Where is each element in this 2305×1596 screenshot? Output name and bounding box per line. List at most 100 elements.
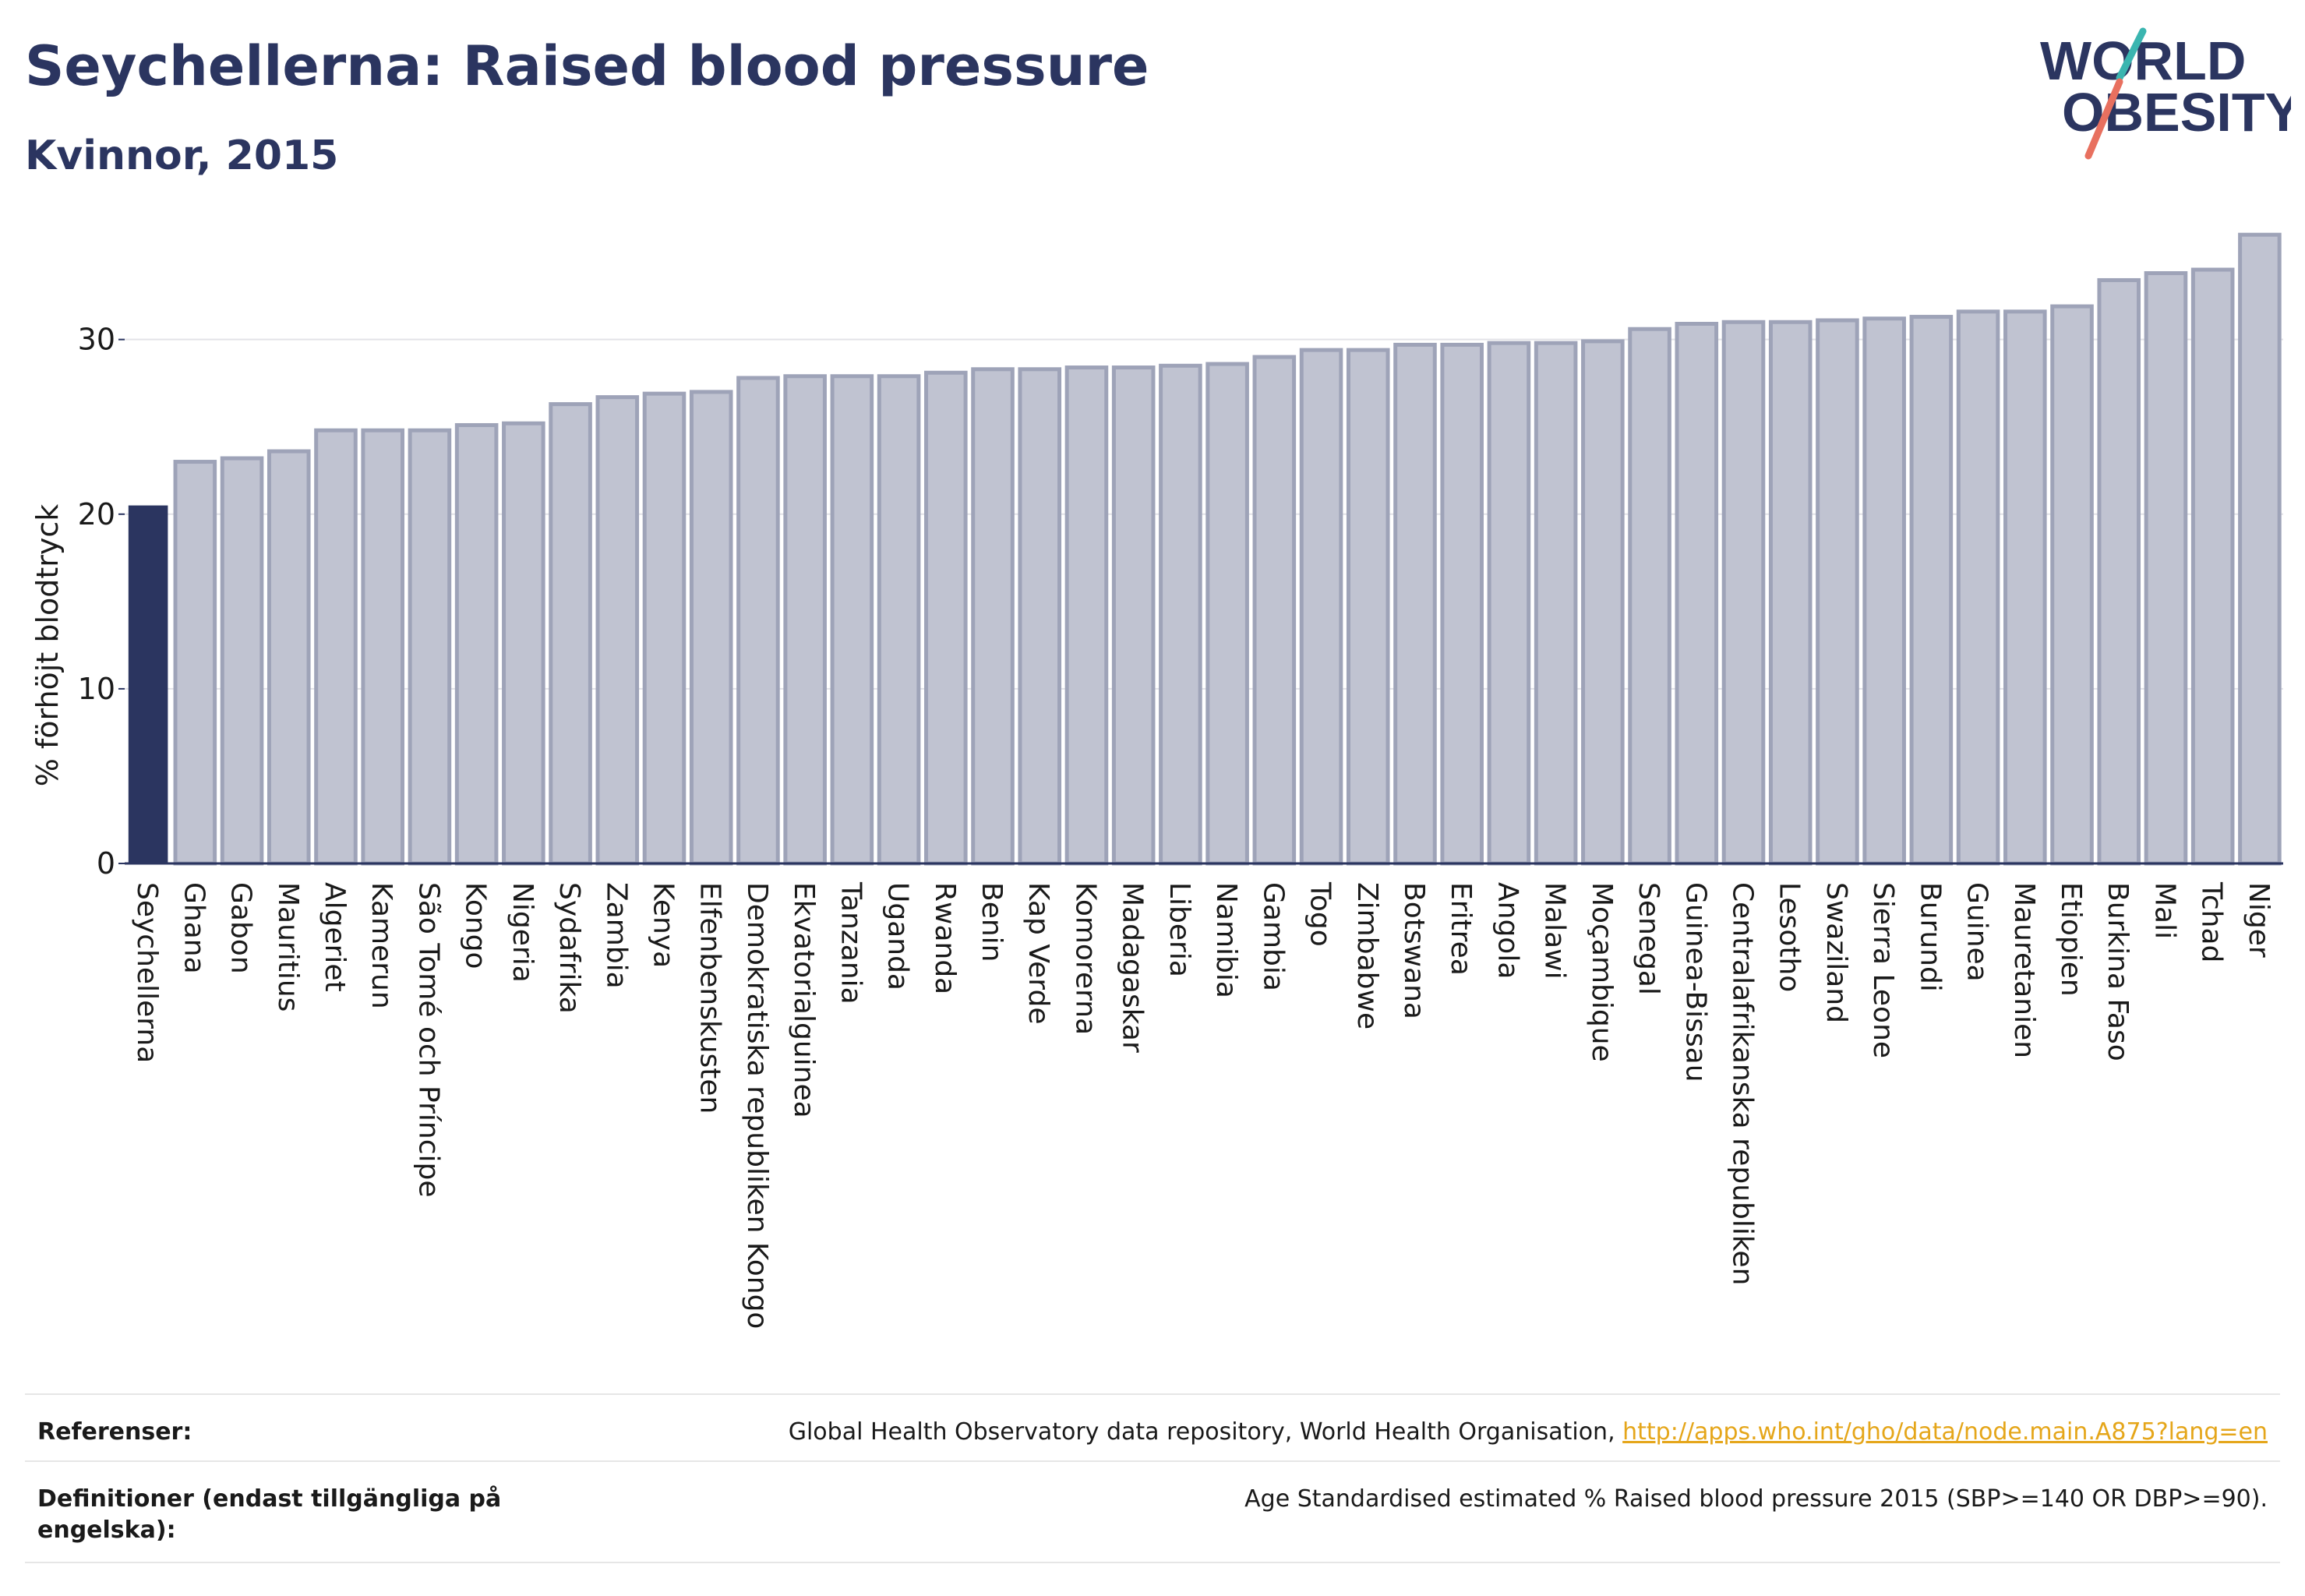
y-tick-label: 30 <box>78 323 115 357</box>
bar <box>1816 318 1859 866</box>
category-label: Madagaskar <box>1117 882 1149 1053</box>
bar <box>2190 267 2235 866</box>
category-labels: Seychellerna Ghana Gabon Mauritius Algeriet K… <box>131 881 2275 1329</box>
bar <box>1487 341 1531 866</box>
references-value: Global Health Observatory data repositor… <box>789 1417 2268 1448</box>
y-axis-label: % förhöjt blodtryck <box>30 504 65 787</box>
category-label: Swaziland <box>1820 882 1852 1023</box>
bar <box>1675 322 1719 866</box>
category-label: Botswana <box>1398 882 1430 1019</box>
category-label: Benin <box>976 882 1008 962</box>
category-label: Mali <box>2148 882 2180 939</box>
bar <box>1909 315 1954 866</box>
bar <box>689 390 733 866</box>
category-label: Burkina Faso <box>2102 882 2134 1061</box>
category-label: Uganda <box>882 882 914 990</box>
bar <box>1393 342 1437 866</box>
bar <box>1768 320 1813 866</box>
category-label: São Tomé och Príncipe <box>412 882 444 1198</box>
category-label: Sierra Leone <box>1867 882 1899 1058</box>
category-label: Togo <box>1304 881 1336 947</box>
category-label: Guinea <box>1961 882 1993 982</box>
y-tick-label: 10 <box>78 672 115 706</box>
bar <box>736 376 780 866</box>
bar <box>1862 316 1906 866</box>
bar <box>1534 341 1578 866</box>
category-label: Burundi <box>1914 882 1946 992</box>
bar <box>408 428 452 866</box>
category-label: Etiopien <box>2055 882 2087 997</box>
category-label: Kap Verde <box>1022 882 1054 1024</box>
category-label: Algeriet <box>319 882 351 992</box>
bar <box>361 428 404 866</box>
references-link[interactable]: http://apps.who.int/gho/data/node.main.A… <box>1622 1418 2268 1446</box>
page-title: Seychellerna: Raised blood pressure <box>25 34 1149 98</box>
category-label: Namibia <box>1210 882 1242 998</box>
category-label: Malawi <box>1539 882 1571 980</box>
bar <box>502 421 545 866</box>
bar-chart: 0 10 20 30 Seychellerna Ghana Gabon Mauritius A… <box>30 232 2283 1329</box>
bar <box>220 456 264 866</box>
category-label: Moçambique <box>1586 882 1618 1062</box>
category-label: Gambia <box>1257 882 1289 991</box>
definitions-label: Definitioner (endast tillgängliga på eng… <box>37 1485 502 1544</box>
category-label: Rwanda <box>929 882 961 994</box>
references-text: Global Health Observatory data repositor… <box>788 1418 1623 1446</box>
bar <box>128 505 168 863</box>
bars <box>128 232 2282 866</box>
bar <box>1581 339 1625 866</box>
bar <box>1440 342 1484 866</box>
bar <box>2144 271 2188 866</box>
logo-slash-coral <box>2084 78 2123 160</box>
references-table: Referenser: Global Health Observatory da… <box>25 1393 2280 1563</box>
category-label: Senegal <box>1633 882 1664 995</box>
bar <box>2097 277 2141 866</box>
bar <box>1346 348 1390 866</box>
category-label: Kamerun <box>365 882 397 1009</box>
category-label: Liberia <box>1163 882 1195 977</box>
bar <box>1111 365 1156 866</box>
category-label: Seychellerna <box>131 882 163 1063</box>
category-label: Elfenbenskusten <box>694 882 726 1114</box>
y-tick-label: 0 <box>97 846 115 881</box>
category-label: Zambia <box>600 882 632 989</box>
bar <box>2238 232 2282 866</box>
category-label: Ekvatorialguinea <box>788 882 820 1118</box>
bar <box>1205 362 1249 866</box>
category-label: Eritrea <box>1445 882 1477 976</box>
category-label: Gabon <box>225 882 257 974</box>
category-label: Kenya <box>648 882 679 968</box>
axes: 0 10 20 30 <box>78 323 2283 881</box>
bar <box>1252 355 1297 866</box>
category-label: Mauritius <box>272 882 304 1012</box>
category-label: Niger <box>2243 882 2275 958</box>
bar <box>1721 320 1766 866</box>
category-label: Tchad <box>2196 881 2228 962</box>
logo-line1: WORLD <box>2040 30 2246 91</box>
bar <box>971 367 1015 866</box>
bar <box>783 374 827 866</box>
bar <box>1159 363 1202 866</box>
bar <box>173 460 217 866</box>
category-label: Sydafrika <box>553 882 585 1014</box>
category-label: Ghana <box>178 882 210 974</box>
y-tick-label: 20 <box>78 497 115 531</box>
bar <box>877 374 921 866</box>
category-label: Centralafrikanska republiken <box>1727 882 1759 1285</box>
bar <box>642 391 687 866</box>
bar <box>1956 309 2000 866</box>
bar <box>2050 304 2094 866</box>
category-label: Komorerna <box>1069 882 1101 1035</box>
category-label: Guinea-Bissau <box>1679 882 1711 1082</box>
bar <box>924 370 968 866</box>
bar <box>549 402 592 866</box>
bar <box>1628 327 1671 866</box>
bar <box>830 374 874 866</box>
bar <box>1064 365 1109 866</box>
category-label: Mauretanien <box>2008 882 2040 1058</box>
category-label: Tanzania <box>835 881 867 1005</box>
category-label: Kongo <box>460 882 492 969</box>
category-label: Angola <box>1491 882 1523 979</box>
references-row: Referenser: Global Health Observatory da… <box>25 1393 2280 1460</box>
bar <box>1299 348 1343 866</box>
